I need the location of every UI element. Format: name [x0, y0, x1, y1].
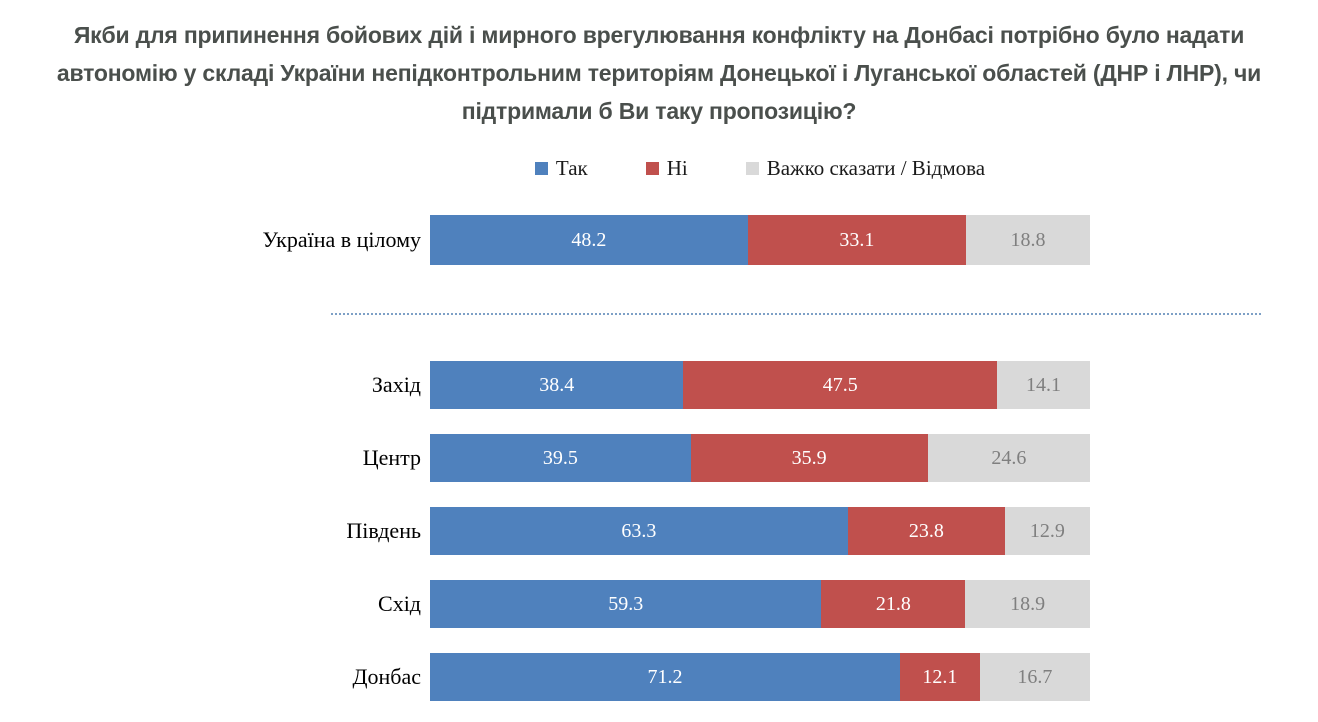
bar-segment-yes: 38.4 — [430, 361, 684, 409]
legend-label-yes: Так — [555, 156, 588, 180]
bar-value-label: 12.9 — [1029, 520, 1065, 542]
chart-row: Захід 38.4 47.5 14.1 — [151, 361, 1090, 409]
bar-segment-no: 23.8 — [847, 507, 1005, 555]
bar-segment-no: 21.8 — [821, 580, 966, 628]
legend-item-hard-to-say: Важко сказати / Відмова — [745, 156, 986, 181]
chart-row: Південь 63.3 23.8 12.9 — [151, 507, 1090, 555]
legend-label-no: Ні — [666, 156, 688, 180]
legend-label-hard-to-say: Важко сказати / Відмова — [766, 156, 986, 180]
row-label: Захід — [371, 372, 421, 397]
bar-segment-hard-to-say: 12.9 — [1004, 507, 1090, 555]
bar-segment-hard-to-say: 14.1 — [996, 361, 1090, 409]
bar-value-label: 63.3 — [621, 520, 657, 542]
bar-value-label: 35.9 — [791, 447, 827, 469]
legend-swatch-yes-icon — [534, 162, 548, 175]
bar-segment-yes: 48.2 — [430, 215, 748, 265]
row-label: Південь — [346, 518, 421, 543]
bar-value-label: 16.7 — [1017, 666, 1053, 688]
regional-group: Захід 38.4 47.5 14.1 Центр 39.5 35.9 24.6 Пі… — [151, 361, 1090, 701]
row-label: Україна в цілому — [262, 227, 421, 252]
national-regional-divider — [331, 313, 1261, 315]
bar-value-label: 48.2 — [571, 229, 607, 251]
bar-track: 38.4 47.5 14.1 — [430, 361, 1090, 409]
bar-segment-no: 33.1 — [747, 215, 967, 265]
bar-value-label: 38.4 — [539, 374, 575, 396]
bar-value-label: 12.1 — [922, 666, 958, 688]
legend-item-yes: Так — [534, 156, 588, 181]
chart-row: Центр 39.5 35.9 24.6 — [151, 434, 1090, 482]
legend-item-no: Ні — [645, 156, 688, 181]
bar-segment-hard-to-say: 24.6 — [927, 434, 1090, 482]
bar-value-label: 24.6 — [991, 447, 1027, 469]
row-label: Центр — [362, 445, 421, 470]
bar-value-label: 71.2 — [647, 666, 683, 688]
bar-value-label: 39.5 — [542, 447, 578, 469]
bar-value-label: 47.5 — [822, 374, 858, 396]
bar-segment-yes: 59.3 — [430, 580, 822, 628]
row-label: Схід — [378, 591, 421, 616]
bar-segment-no: 47.5 — [683, 361, 997, 409]
chart-row: Україна в цілому 48.2 33.1 18.8 — [151, 215, 1090, 265]
bar-value-label: 33.1 — [839, 229, 875, 251]
bar-segment-hard-to-say: 18.9 — [965, 580, 1090, 628]
bar-segment-no: 12.1 — [899, 653, 980, 701]
chart-row: Схід 59.3 21.8 18.9 — [151, 580, 1090, 628]
bar-value-label: 18.8 — [1010, 229, 1046, 251]
bar-segment-no: 35.9 — [690, 434, 928, 482]
national-group: Україна в цілому 48.2 33.1 18.8 — [151, 215, 1090, 265]
bar-value-label: 21.8 — [875, 593, 911, 615]
bar-track: 48.2 33.1 18.8 — [430, 215, 1090, 265]
bar-value-label: 18.9 — [1010, 593, 1046, 615]
bar-segment-yes: 71.2 — [430, 653, 900, 701]
bar-segment-yes: 63.3 — [430, 507, 848, 555]
bar-track: 39.5 35.9 24.6 — [430, 434, 1090, 482]
stacked-bar-chart: Україна в цілому 48.2 33.1 18.8 Захід 38.4… — [151, 215, 1261, 701]
row-label: Донбас — [352, 664, 421, 689]
bar-track: 63.3 23.8 12.9 — [430, 507, 1090, 555]
chart-row: Донбас 71.2 12.1 16.7 — [151, 653, 1090, 701]
bar-segment-yes: 39.5 — [430, 434, 691, 482]
chart-title: Якби для припинення бойових дій і мирног… — [56, 22, 1262, 124]
bar-segment-hard-to-say: 16.7 — [979, 653, 1090, 701]
bar-track: 59.3 21.8 18.9 — [430, 580, 1090, 628]
legend-swatch-no-icon — [645, 162, 659, 175]
bar-value-label: 59.3 — [608, 593, 644, 615]
legend-swatch-hard-to-say-icon — [745, 162, 759, 175]
bar-track: 71.2 12.1 16.7 — [430, 653, 1090, 701]
bar-segment-hard-to-say: 18.8 — [966, 215, 1090, 265]
bar-value-label: 23.8 — [908, 520, 944, 542]
bar-value-label: 14.1 — [1025, 374, 1061, 396]
legend: Так Ні Важко сказати / Відмова — [430, 156, 1090, 181]
